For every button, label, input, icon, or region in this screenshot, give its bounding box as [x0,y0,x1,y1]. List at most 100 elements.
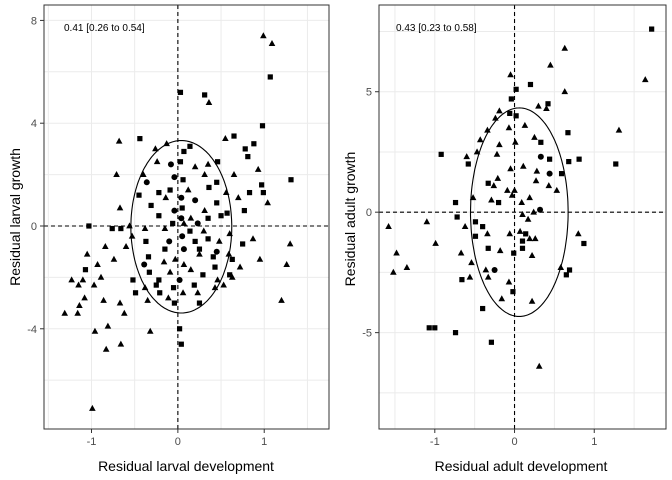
data-point-square [547,156,553,162]
data-point-triangle [184,186,192,193]
data-point-triangle [81,294,88,301]
data-point-circle [194,220,201,227]
data-point-circle [176,276,183,283]
data-point-triangle [615,126,623,133]
data-point-triangle [220,281,227,288]
panel-larval: -1 0 1 -4 0 4 8 0.41 [0.26 to 0.54] Residual l… [7,4,330,474]
data-point-triangle [128,232,136,239]
gridlines-left [44,5,329,429]
data-point-triangle [187,266,195,273]
data-point-triangle [83,250,91,257]
correlation-annotation-left: 0.41 [0.26 to 0.54] [64,23,145,34]
data-point-triangle [526,194,533,201]
data-point-square [459,277,465,283]
y-tick-label: 0 [31,221,37,233]
data-point-circle [178,215,185,222]
data-point-triangle [100,296,107,303]
data-point-square [519,245,526,251]
data-point-triangle [526,235,533,242]
data-point-square [86,223,92,229]
data-point-triangle [496,107,503,114]
data-point-square [259,123,266,129]
data-point-triangle [264,199,271,206]
data-point-triangle [116,299,124,306]
data-point-square [432,325,438,331]
data-point-square [177,159,184,165]
data-point-triangle [469,194,477,201]
data-point-triangle [530,208,537,215]
data-point-triangle [535,102,542,109]
data-point-circle [213,248,220,255]
data-point-circle [537,206,544,213]
x-tick-label: 1 [591,436,597,448]
data-point-triangle [205,99,213,106]
data-point-triangle [268,39,276,46]
y-tick-label: -5 [362,328,372,340]
data-point-square [488,339,495,345]
data-point-triangle [278,296,285,303]
data-point-triangle [113,171,120,177]
data-point-triangle [561,88,569,95]
correlation-annotation-right: 0.43 [0.23 to 0.58] [396,23,477,34]
confidence-ellipse-right [469,107,569,317]
data-point-triangle [204,160,212,167]
data-point-triangle [179,289,187,296]
data-point-triangle [91,327,99,334]
data-point-triangle [482,266,490,273]
data-point-square [206,184,212,191]
data-point-square [167,187,173,193]
y-tick-label: 5 [366,87,372,99]
data-point-triangle [561,44,569,51]
data-point-square [480,224,486,230]
data-points-right [385,26,655,369]
data-point-triangle [171,255,179,262]
data-point-square [527,81,534,88]
data-point-square [143,238,149,245]
x-tick-label: 1 [261,436,267,448]
data-point-square [212,264,218,270]
data-point-triangle [180,260,188,267]
data-point-triangle [141,224,149,231]
data-point-square [109,225,115,232]
data-point-square [218,213,224,219]
data-point-triangle [141,284,149,291]
data-point-circle [546,170,553,177]
data-point-triangle [493,150,501,157]
x-tick-label: 0 [511,436,517,448]
data-point-triangle [249,235,257,242]
reference-lines-left [44,5,329,429]
data-point-triangle [506,230,514,237]
data-point-square [156,189,162,196]
data-point-square [426,325,432,331]
data-point-triangle [521,121,529,128]
data-point-square [118,225,124,232]
data-point-triangle [484,230,491,237]
data-point-triangle [201,206,208,213]
data-point-square [523,231,529,237]
data-point-square [130,277,136,283]
data-point-triangle [476,136,484,143]
x-tick-label: -1 [87,436,97,448]
data-point-square [495,199,502,206]
data-point-square [513,113,519,119]
data-point-square [214,200,220,206]
data-point-square [240,241,246,247]
data-point-triangle [161,224,169,231]
data-point-triangle [102,242,109,249]
data-point-triangle [116,204,124,211]
data-point-square [177,89,184,95]
data-point-square [485,245,491,251]
data-point-triangle [235,194,242,201]
data-point-square [508,96,514,102]
plot-frame-left [43,4,330,430]
data-point-triangle [488,196,495,203]
data-point-triangle [504,186,511,193]
data-point-triangle [543,104,550,111]
data-point-square [649,26,655,32]
data-point-triangle [507,165,514,172]
data-point-triangle [432,239,439,246]
data-point-square [241,207,247,214]
data-point-triangle [532,177,540,184]
data-point-triangle [484,126,491,133]
data-point-triangle [228,273,236,280]
